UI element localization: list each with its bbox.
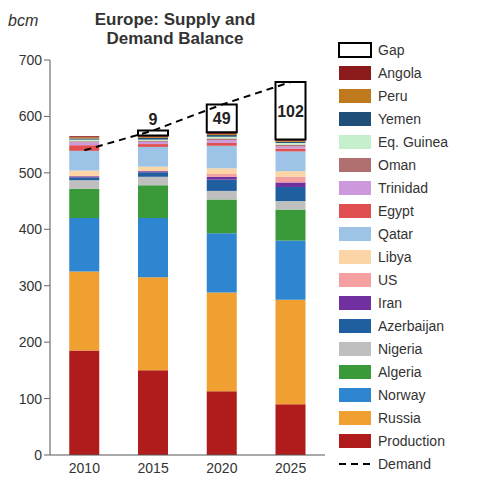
svg-text:0: 0 [34, 447, 42, 463]
svg-text:200: 200 [19, 334, 43, 350]
html-text:Iran: Iran [378, 294, 403, 311]
svg-text:2015: 2015 [138, 460, 169, 476]
svg-text:400: 400 [19, 221, 43, 237]
html-text:Norway: Norway [378, 386, 426, 403]
html-text:Europe: Supply and Demand Bala: Europe: Supply and Demand Balance [94, 10, 256, 48]
html-text:Peru: Peru [378, 87, 408, 104]
html-text:bcm: bcm [8, 12, 39, 29]
svg-text:2025: 2025 [275, 460, 306, 476]
html-text:Nigeria: Nigeria [378, 340, 423, 357]
svg-text:2010: 2010 [69, 460, 100, 476]
html-text:Production: Production [378, 432, 445, 449]
html-text:Yemen: Yemen [378, 110, 422, 127]
svg-text:600: 600 [19, 108, 43, 124]
html-text:Libya: Libya [378, 248, 412, 265]
svg-text:500: 500 [19, 165, 43, 181]
svg-text:100: 100 [19, 391, 43, 407]
html-text:Gap: Gap [378, 41, 405, 58]
html-text:Russia: Russia [378, 409, 421, 426]
html-text:Trinidad: Trinidad [378, 179, 429, 196]
html-text:US: US [378, 271, 398, 288]
svg-text:700: 700 [19, 52, 43, 68]
svg-text:49: 49 [213, 110, 231, 127]
html-text:Oman: Oman [378, 156, 417, 173]
html-text:Egypt: Egypt [378, 202, 414, 219]
svg-text:300: 300 [19, 278, 43, 294]
svg-text:2020: 2020 [206, 460, 237, 476]
html-text:Qatar: Qatar [378, 225, 413, 242]
html-text:Azerbaijan: Azerbaijan [378, 317, 445, 334]
svg-text:102: 102 [277, 103, 304, 120]
html-text:Demand: Demand [378, 455, 431, 472]
html-text:Angola: Angola [378, 64, 422, 81]
html-text:Algeria: Algeria [378, 363, 422, 380]
html-text:Eq. Guinea: Eq. Guinea [378, 133, 449, 150]
svg-text:9: 9 [149, 111, 158, 128]
